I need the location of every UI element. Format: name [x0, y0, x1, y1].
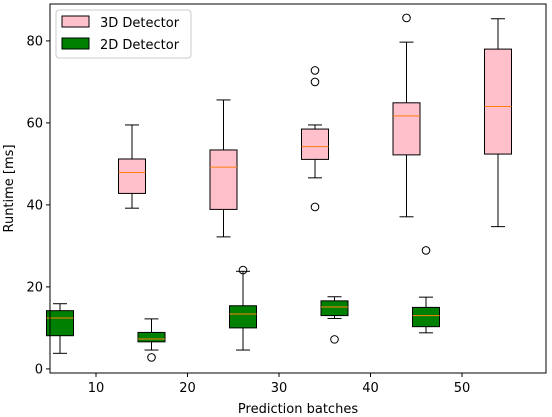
- outlier-point: [310, 202, 320, 212]
- y-axis-label: Runtime [ms]: [2, 144, 17, 232]
- outlier-point: [330, 335, 339, 344]
- box-iqr: [484, 48, 512, 155]
- box-3d-detector-20: [209, 99, 238, 238]
- box-iqr: [320, 300, 349, 317]
- box-2d-detector-40: [320, 296, 349, 344]
- y-tick-label: 80: [26, 34, 43, 49]
- outlier-point: [238, 265, 248, 275]
- box-iqr: [301, 128, 329, 160]
- x-tick-label: 30: [271, 381, 288, 396]
- plot-frame: [49, 3, 547, 374]
- y-axis: 0 20 40 60 80: [26, 34, 50, 377]
- x-tick-label: 20: [179, 381, 196, 396]
- outlier-point: [402, 13, 411, 23]
- x-axis-label: Prediction batches: [238, 402, 358, 417]
- outlier-point: [147, 353, 156, 362]
- box-iqr: [412, 306, 440, 328]
- outlier-point: [421, 246, 431, 255]
- box-iqr: [118, 158, 146, 194]
- x-axis: 10 20 30 40 50: [88, 373, 471, 396]
- legend: 3D Detector 2D Detector: [55, 9, 192, 59]
- box-iqr: [137, 331, 166, 343]
- box-iqr: [46, 310, 74, 337]
- box-3d-detector-40: [392, 13, 421, 218]
- x-tick-label: 50: [454, 381, 471, 396]
- plot-area: [46, 13, 512, 362]
- box-2d-detector-20: [137, 318, 166, 362]
- box-3d-detector-50: [484, 18, 512, 228]
- y-tick-label: 20: [26, 280, 43, 295]
- box-iqr: [392, 102, 421, 156]
- box-iqr: [209, 149, 238, 210]
- legend-swatch-3d-detector: [61, 15, 90, 28]
- x-tick-label: 40: [362, 381, 379, 396]
- outlier-point: [310, 66, 320, 75]
- box-2d-detector-50: [412, 246, 440, 334]
- box-3d-detector-10: [118, 124, 146, 209]
- y-tick-label: 0: [35, 362, 43, 377]
- legend-swatch-2d-detector: [61, 37, 90, 50]
- x-tick-label: 10: [88, 381, 105, 396]
- box-2d-detector-30: [229, 265, 257, 351]
- box-3d-detector-30: [301, 66, 329, 212]
- y-tick-label: 40: [26, 198, 43, 213]
- legend-label-2d-detector: 2D Detector: [100, 38, 180, 53]
- box-iqr: [229, 305, 257, 329]
- outlier-point: [310, 77, 320, 87]
- legend-label-3d-detector: 3D Detector: [100, 16, 180, 31]
- box-2d-detector-10: [46, 303, 74, 354]
- legend-frame: [55, 9, 192, 59]
- y-tick-label: 60: [26, 116, 43, 131]
